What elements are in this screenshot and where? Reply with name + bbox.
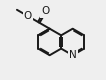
Text: O: O xyxy=(24,11,32,21)
Text: N: N xyxy=(69,50,77,60)
Text: O: O xyxy=(41,6,49,16)
